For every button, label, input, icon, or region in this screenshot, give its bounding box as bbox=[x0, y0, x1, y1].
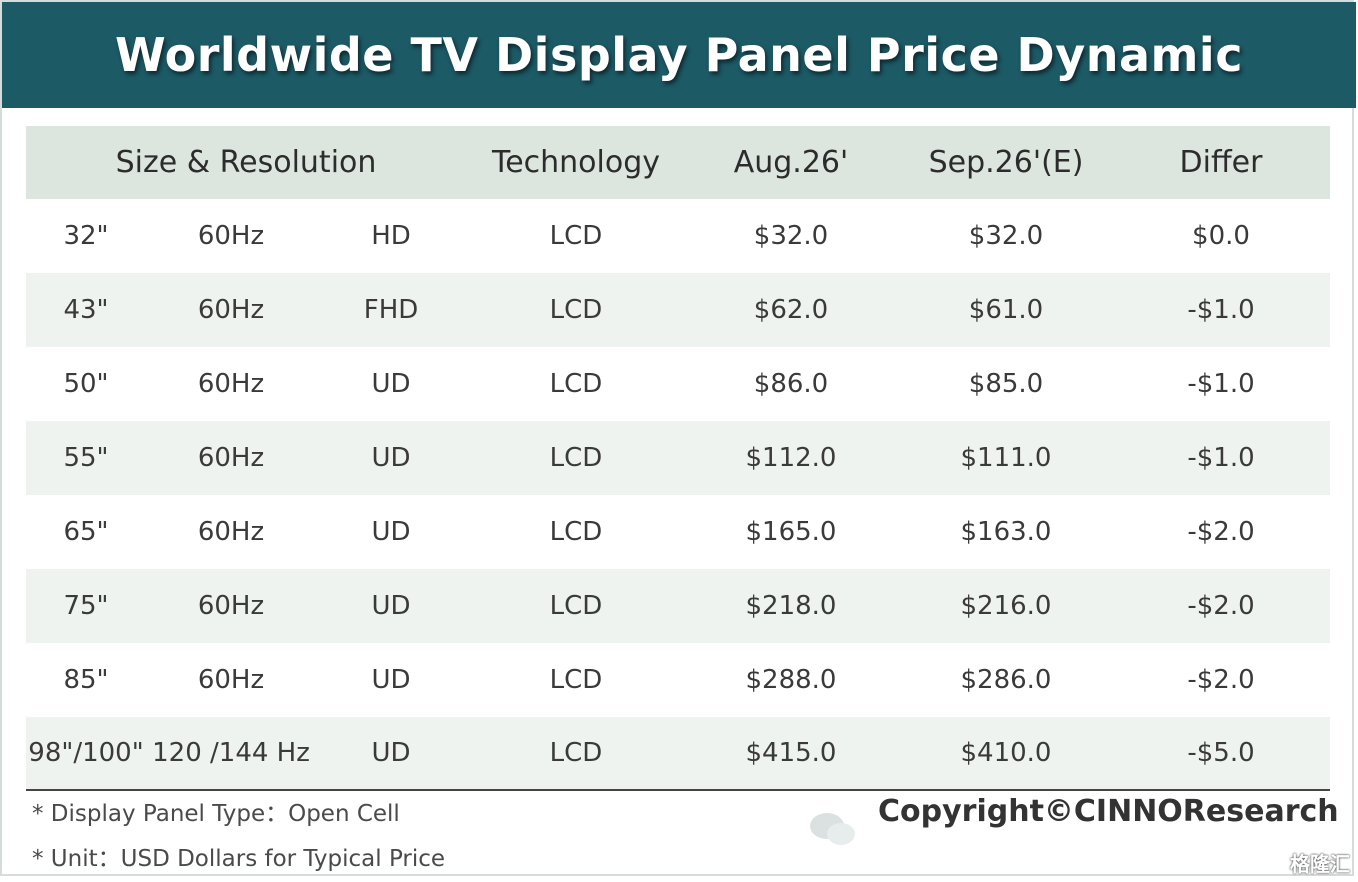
cell-size: 32" bbox=[63, 221, 109, 251]
cell-sep-price: $216.0 bbox=[960, 591, 1052, 621]
header-sep: Sep.26'(E) bbox=[928, 145, 1084, 180]
price-table: Size & Resolution Technology Aug.26' Sep… bbox=[26, 126, 1330, 791]
cell-aug-price: $86.0 bbox=[753, 369, 829, 399]
logo-text: 格隆汇 bbox=[1290, 852, 1350, 876]
cell-refresh-rate: 60Hz bbox=[197, 517, 265, 547]
cell-resolution: FHD bbox=[363, 295, 419, 325]
table-row: 85" 60Hz UD LCD $288.0 $286.0 -$2.0 bbox=[26, 643, 1330, 717]
copyright-text: Copyright©CINNOResearch bbox=[878, 794, 1339, 829]
cell-differ: -$5.0 bbox=[1187, 738, 1255, 768]
cell-aug-price: $288.0 bbox=[745, 665, 837, 695]
title-banner: Worldwide TV Display Panel Price Dynamic bbox=[2, 2, 1356, 108]
table-row: 98"/100" 120 /144 Hz UD LCD $415.0 $410.0 -$5.… bbox=[26, 717, 1330, 791]
cell-differ: -$2.0 bbox=[1187, 665, 1255, 695]
cell-sep-price: $410.0 bbox=[960, 738, 1052, 768]
cell-technology: LCD bbox=[549, 369, 603, 399]
header-technology: Technology bbox=[491, 145, 661, 180]
cell-sep-price: $32.0 bbox=[968, 221, 1044, 251]
cell-sep-price: $163.0 bbox=[960, 517, 1052, 547]
cell-size: 98"/100" bbox=[28, 738, 144, 768]
cell-technology: LCD bbox=[549, 738, 603, 768]
header-differ: Differ bbox=[1179, 145, 1263, 180]
cell-resolution: UD bbox=[371, 517, 411, 547]
table-row: 43" 60Hz FHD LCD $62.0 $61.0 -$1.0 bbox=[26, 273, 1330, 347]
cell-size: 43" bbox=[63, 295, 109, 325]
cell-aug-price: $415.0 bbox=[745, 738, 837, 768]
cell-refresh-rate: 60Hz bbox=[197, 221, 265, 251]
cell-refresh-rate: 60Hz bbox=[197, 443, 265, 473]
table-row: 32" 60Hz HD LCD $32.0 $32.0 $0.0 bbox=[26, 199, 1330, 273]
note-unit: * Unit：USD Dollars for Typical Price bbox=[32, 846, 446, 872]
cell-technology: LCD bbox=[549, 517, 603, 547]
table-row: 55" 60Hz UD LCD $112.0 $111.0 -$1.0 bbox=[26, 421, 1330, 495]
cell-sep-price: $286.0 bbox=[960, 665, 1052, 695]
cell-size: 75" bbox=[63, 591, 109, 621]
header-size-resolution: Size & Resolution bbox=[115, 145, 377, 180]
cell-aug-price: $62.0 bbox=[753, 295, 829, 325]
logo-g-icon bbox=[1264, 852, 1286, 873]
cell-resolution: UD bbox=[371, 369, 411, 399]
cell-size: 50" bbox=[63, 369, 109, 399]
cell-aug-price: $218.0 bbox=[745, 591, 837, 621]
cell-aug-price: $112.0 bbox=[745, 443, 837, 473]
cell-technology: LCD bbox=[549, 591, 603, 621]
cell-size: 65" bbox=[63, 517, 109, 547]
table-row: 65" 60Hz UD LCD $165.0 $163.0 -$2.0 bbox=[26, 495, 1330, 569]
cell-resolution: HD bbox=[371, 221, 411, 251]
cell-technology: LCD bbox=[549, 221, 603, 251]
cell-resolution: UD bbox=[371, 591, 411, 621]
cell-aug-price: $32.0 bbox=[753, 221, 829, 251]
wechat-watermark-icon bbox=[810, 813, 855, 845]
cell-technology: LCD bbox=[549, 665, 603, 695]
cell-differ: -$1.0 bbox=[1187, 295, 1255, 325]
table-body: 32" 60Hz HD LCD $32.0 $32.0 $0.0 43" 60Hz FHD LCD $… bbox=[26, 199, 1330, 791]
note-panel-type: * Display Panel Type：Open Cell bbox=[32, 801, 400, 827]
cell-sep-price: $85.0 bbox=[968, 369, 1044, 399]
cell-differ: -$2.0 bbox=[1187, 591, 1255, 621]
cell-sep-price: $61.0 bbox=[968, 295, 1044, 325]
table-row: 75" 60Hz UD LCD $218.0 $216.0 -$2.0 bbox=[26, 569, 1330, 643]
cell-technology: LCD bbox=[549, 443, 603, 473]
cell-resolution: UD bbox=[371, 665, 411, 695]
source-logo: 格隆汇 bbox=[1264, 848, 1350, 877]
table-header-row: Size & Resolution Technology Aug.26' Sep… bbox=[26, 126, 1330, 199]
cell-refresh-rate: 60Hz bbox=[197, 369, 265, 399]
cell-refresh-rate: 60Hz bbox=[197, 295, 265, 325]
cell-refresh-rate: 120 /144 Hz bbox=[152, 738, 310, 768]
header-aug: Aug.26' bbox=[733, 145, 849, 180]
cell-refresh-rate: 60Hz bbox=[197, 591, 265, 621]
cell-size: 55" bbox=[63, 443, 109, 473]
cell-sep-price: $111.0 bbox=[960, 443, 1052, 473]
cell-differ: -$1.0 bbox=[1187, 443, 1255, 473]
page-title: Worldwide TV Display Panel Price Dynamic bbox=[115, 28, 1243, 82]
cell-technology: LCD bbox=[549, 295, 603, 325]
cell-resolution: UD bbox=[371, 443, 411, 473]
cell-refresh-rate: 60Hz bbox=[197, 665, 265, 695]
cell-differ: $0.0 bbox=[1192, 221, 1250, 251]
table-row: 50" 60Hz UD LCD $86.0 $85.0 -$1.0 bbox=[26, 347, 1330, 421]
cell-size: 85" bbox=[63, 665, 109, 695]
cell-aug-price: $165.0 bbox=[745, 517, 837, 547]
cell-differ: -$1.0 bbox=[1187, 369, 1255, 399]
cell-differ: -$2.0 bbox=[1187, 517, 1255, 547]
cell-resolution: UD bbox=[371, 738, 411, 768]
footnotes: * Display Panel Type：Open Cell * Unit：US… bbox=[32, 792, 445, 882]
